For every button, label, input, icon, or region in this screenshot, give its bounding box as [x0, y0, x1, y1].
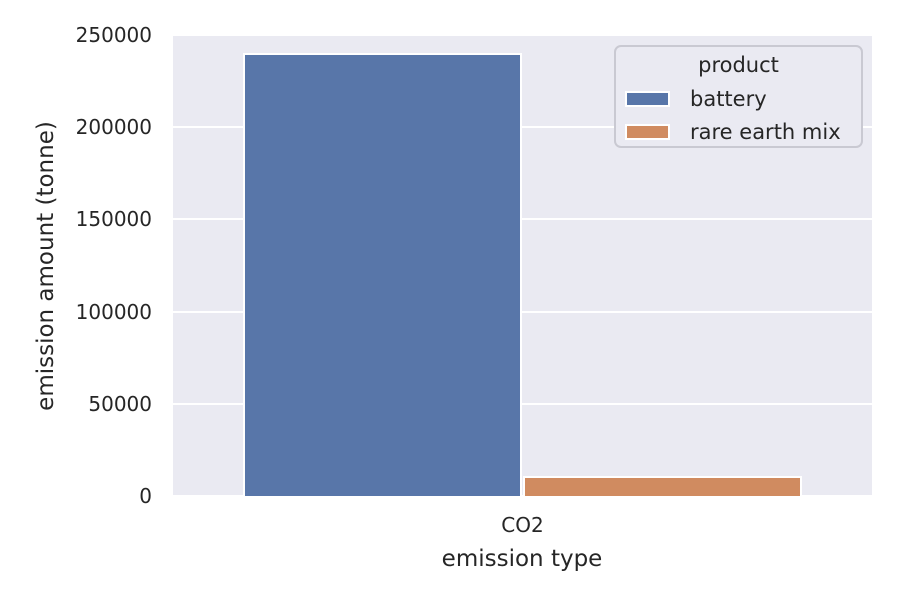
x-axis-label: emission type [441, 546, 603, 572]
legend-item-battery: battery [625, 84, 767, 114]
bar-battery [242, 53, 523, 496]
legend-swatch-icon [625, 124, 670, 140]
y-tick-label: 150000 [75, 207, 152, 232]
y-tick-label: 100000 [75, 299, 152, 324]
legend-item-label: rare earth mix [690, 120, 841, 144]
legend-item-rare-earth-mix: rare earth mix [625, 117, 841, 147]
bar-rare-earth-mix [522, 475, 803, 496]
legend-title: product [698, 53, 779, 77]
gridline [173, 218, 872, 221]
y-tick-label: 0 [139, 484, 152, 508]
legend-item-label: battery [690, 87, 767, 111]
gridline [173, 126, 872, 129]
legend-swatch-icon [625, 91, 670, 107]
gridline [173, 35, 872, 36]
y-tick-label: 200000 [75, 115, 152, 140]
y-axis-label: emission amount (tonne) [33, 121, 59, 411]
legend: product battery rare earth mix [614, 45, 863, 148]
gridline [173, 402, 872, 405]
y-tick-label: 250000 [75, 23, 152, 47]
y-tick-label: 50000 [88, 391, 152, 416]
gridline [173, 310, 872, 313]
x-tick-label: CO2 [501, 513, 544, 537]
